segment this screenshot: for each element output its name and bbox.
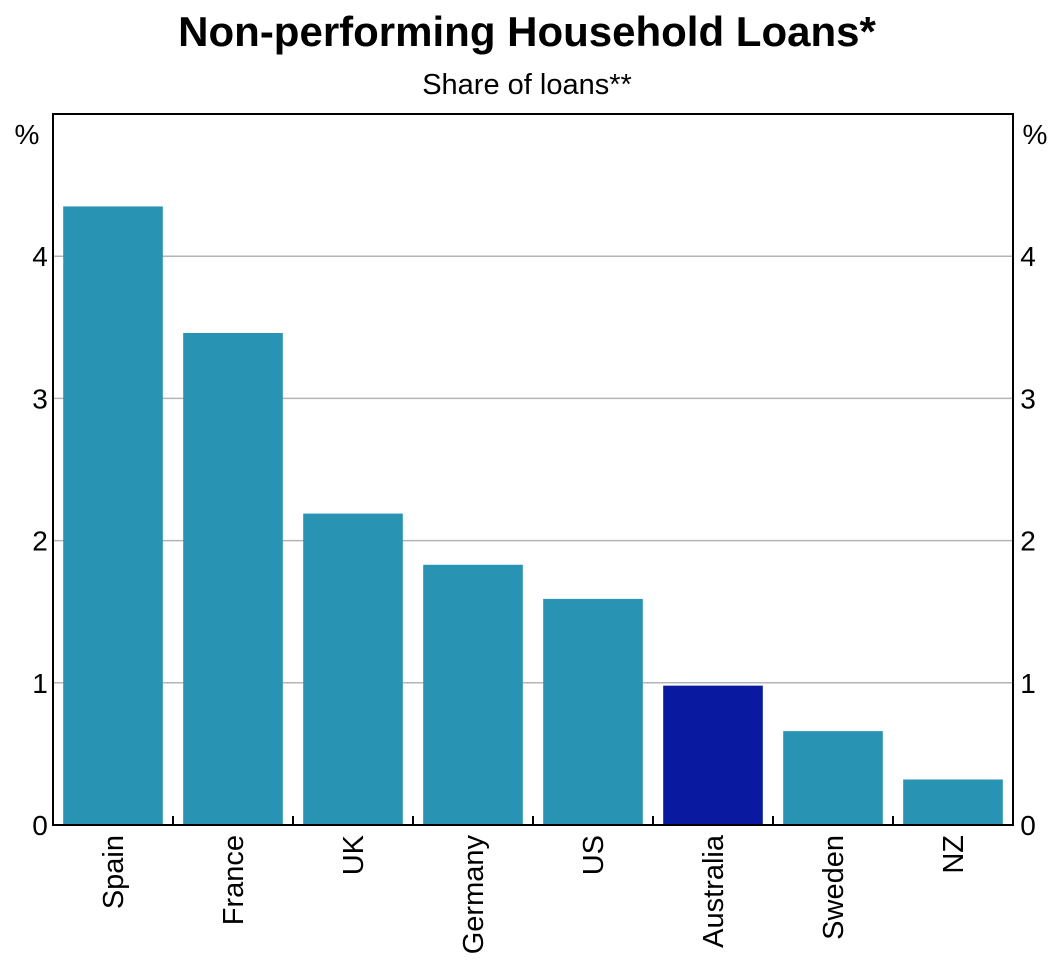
- bar-australia: [663, 685, 763, 825]
- x-tick-label: UK: [338, 834, 370, 875]
- bar-france: [183, 332, 283, 825]
- y-unit-right: %: [1023, 119, 1048, 150]
- axis-ticks: [172, 816, 894, 825]
- bar-sweden: [783, 731, 883, 825]
- x-tick-label: France: [218, 835, 250, 925]
- bar-nz: [903, 779, 1003, 825]
- y-axis-left: % 0 1 2 3 4: [15, 119, 48, 841]
- bar-germany: [423, 564, 523, 825]
- y-tick-label-left: 2: [32, 526, 48, 557]
- bar-us: [543, 598, 643, 825]
- bar-spain: [63, 206, 163, 825]
- x-tick-label: NZ: [938, 835, 970, 874]
- x-tick-label: Australia: [698, 834, 730, 948]
- chart-subtitle: Share of loans**: [422, 69, 632, 101]
- bars: [63, 206, 1003, 825]
- y-tick-label-right: 2: [1020, 526, 1036, 557]
- y-tick-label-right: 1: [1020, 668, 1036, 699]
- bar-uk: [303, 513, 403, 825]
- y-unit-left: %: [15, 119, 40, 150]
- x-tick-label: Sweden: [818, 835, 850, 940]
- y-tick-label-left: 3: [32, 383, 48, 414]
- y-tick-label-right: 3: [1020, 383, 1036, 414]
- y-tick-label-right: 4: [1020, 241, 1036, 272]
- y-tick-label-right: 0: [1020, 810, 1036, 841]
- x-axis-labels: Spain France UK Germany US Australia Sweden NZ: [98, 834, 970, 954]
- chart-title: Non-performing Household Loans*: [178, 8, 876, 55]
- y-axis-right: % 0 1 2 3 4: [1020, 119, 1047, 841]
- x-tick-label: Germany: [458, 835, 490, 955]
- y-tick-label-left: 4: [32, 241, 48, 272]
- y-tick-label-left: 1: [32, 668, 48, 699]
- y-tick-label-left: 0: [32, 810, 48, 841]
- x-tick-label: Spain: [98, 835, 130, 909]
- x-tick-label: US: [578, 835, 610, 875]
